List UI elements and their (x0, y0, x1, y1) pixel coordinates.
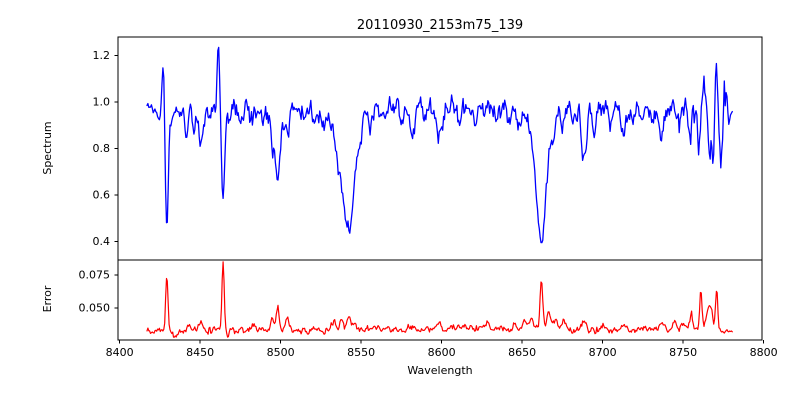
spectrum-y-axis-label: Spectrum (41, 121, 54, 174)
x-tick-label: 8700 (589, 346, 617, 359)
chart-title: 20110930_2153m75_139 (357, 18, 523, 33)
error-y-tick-label: 0.075 (79, 269, 111, 282)
x-tick-label: 8400 (106, 346, 134, 359)
x-axis-ticks: 8400 8450 8500 8550 8600 8650 8700 8750 8800 (106, 340, 778, 359)
spectrum-y-tick-label: 0.4 (93, 235, 111, 248)
error-line (146, 261, 733, 338)
spectrum-y-axis-ticks: 0.4 0.6 0.8 1.0 1.2 (93, 49, 118, 248)
spectrum-y-tick-label: 0.8 (93, 142, 111, 155)
spectrum-y-tick-label: 0.6 (93, 188, 111, 201)
x-axis-label: Wavelength (407, 364, 472, 377)
spectrum-line (146, 46, 733, 244)
spectrum-y-tick-label: 1.0 (93, 96, 111, 109)
spectrum-y-tick-label: 1.2 (93, 49, 111, 62)
x-tick-label: 8500 (267, 346, 295, 359)
x-tick-label: 8450 (186, 346, 214, 359)
x-tick-label: 8800 (750, 346, 778, 359)
error-y-axis-ticks: 0.050 0.075 (79, 269, 118, 315)
x-tick-label: 8650 (508, 346, 536, 359)
x-tick-label: 8600 (428, 346, 456, 359)
error-y-tick-label: 0.050 (79, 302, 111, 315)
error-plot-frame (117, 259, 763, 341)
error-y-axis-label: Error (41, 285, 54, 312)
x-tick-label: 8550 (347, 346, 375, 359)
x-tick-label: 8750 (669, 346, 697, 359)
